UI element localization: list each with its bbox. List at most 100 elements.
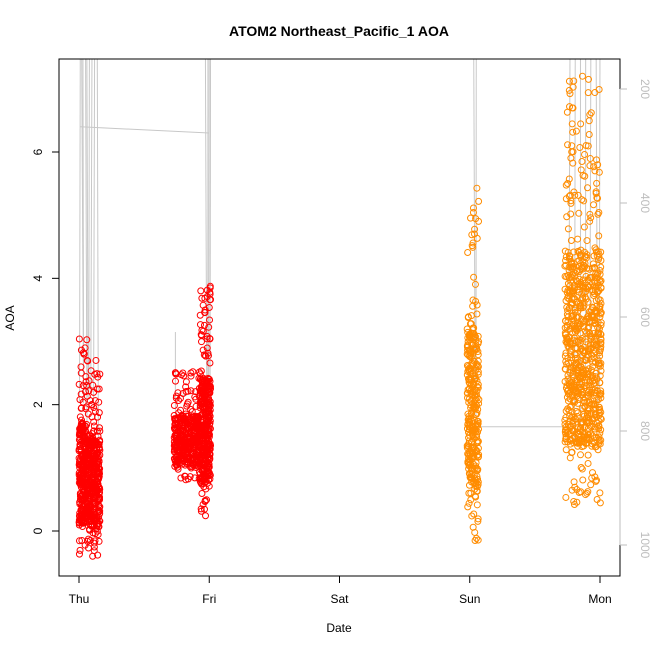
data-point (467, 381, 475, 389)
data-point (586, 210, 594, 218)
data-point (562, 297, 570, 305)
data-point (197, 505, 205, 513)
data-point (580, 318, 588, 326)
data-point (172, 370, 180, 378)
data-point (579, 258, 587, 266)
data-point (84, 544, 92, 552)
data-point (470, 273, 478, 281)
data-point (591, 473, 599, 481)
data-point (584, 184, 592, 192)
data-point (94, 413, 102, 421)
y2-tick-label: 400 (638, 193, 650, 213)
data-point (93, 522, 101, 530)
data-point (591, 286, 599, 294)
profile-line (79, 59, 81, 402)
y-tick-label: 0 (31, 527, 45, 534)
data-point (203, 460, 211, 468)
data-point (197, 367, 205, 375)
data-point (469, 379, 477, 387)
data-point (188, 408, 196, 416)
data-point (578, 418, 586, 426)
data-point (595, 276, 603, 284)
data-point (206, 450, 214, 458)
data-point (465, 347, 473, 355)
data-point (465, 414, 473, 422)
data-point (205, 323, 213, 331)
data-point (468, 449, 476, 457)
y-tick-label: 4 (31, 275, 45, 282)
data-point (467, 331, 475, 339)
data-point (582, 272, 590, 280)
data-point (577, 451, 585, 459)
data-point (585, 130, 593, 138)
data-point (581, 335, 589, 343)
data-point (562, 414, 570, 422)
y-axis-label: AOA (3, 305, 17, 330)
data-point (474, 517, 482, 525)
data-point (203, 383, 211, 391)
data-point (472, 297, 480, 305)
data-point (565, 175, 573, 183)
data-point (93, 466, 101, 474)
data-point (177, 427, 185, 435)
data-point (578, 370, 586, 378)
data-point (78, 420, 86, 428)
data-point (568, 265, 576, 273)
data-point (596, 352, 604, 360)
data-point (577, 166, 585, 174)
data-point (471, 386, 479, 394)
data-point (590, 329, 598, 337)
data-point (584, 89, 592, 97)
data-point (574, 247, 582, 255)
data-point (570, 77, 578, 85)
data-point (575, 395, 583, 403)
data-point (464, 416, 472, 424)
data-point (91, 530, 99, 538)
data-point (201, 498, 209, 506)
data-point (470, 360, 478, 368)
data-point (570, 248, 578, 256)
data-point (87, 510, 95, 518)
data-point (83, 451, 91, 459)
data-point (205, 387, 213, 395)
data-point (592, 248, 600, 256)
data-point (203, 496, 211, 504)
data-point (469, 204, 477, 212)
data-point (595, 417, 603, 425)
data-point (90, 418, 98, 426)
data-point (199, 327, 207, 335)
data-point (179, 455, 187, 463)
data-point (587, 410, 595, 418)
data-point (594, 210, 602, 218)
y2-tick-label: 1000 (638, 532, 650, 559)
data-point (592, 333, 600, 341)
data-point (569, 128, 577, 136)
data-point (566, 403, 574, 411)
data-point (473, 438, 481, 446)
x-axis: Thu Fri Sat Sun Mon (69, 575, 612, 606)
data-points (75, 72, 605, 560)
data-point (82, 378, 90, 386)
data-point (87, 450, 95, 458)
data-point (95, 537, 103, 545)
data-point (85, 468, 93, 476)
data-point (578, 157, 586, 165)
data-point (474, 437, 482, 445)
data-point (201, 294, 209, 302)
data-point (471, 536, 479, 544)
data-point (592, 369, 600, 377)
data-point (570, 497, 578, 505)
data-point (572, 415, 580, 423)
data-point (75, 380, 83, 388)
data-point (198, 480, 206, 488)
data-point (91, 370, 99, 378)
data-point (564, 141, 572, 149)
data-point (584, 313, 592, 321)
data-point (579, 369, 587, 377)
data-point (474, 339, 482, 347)
data-point (593, 289, 601, 297)
data-point (582, 417, 590, 425)
data-point (196, 321, 204, 329)
data-point (205, 413, 213, 421)
data-point (570, 311, 578, 319)
